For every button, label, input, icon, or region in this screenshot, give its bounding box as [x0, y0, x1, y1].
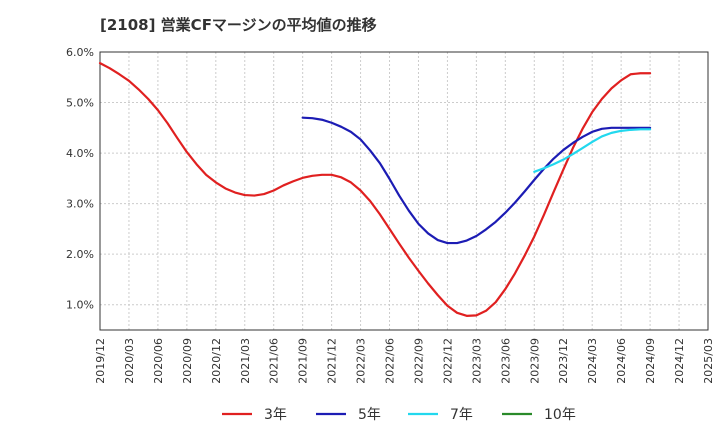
y-tick-label: 6.0%	[66, 46, 94, 59]
x-tick-label: 2023/03	[470, 338, 483, 384]
legend-label: 10年	[544, 407, 576, 423]
y-tick-label: 1.0%	[66, 299, 94, 312]
x-tick-label: 2020/03	[123, 338, 136, 384]
x-tick-label: 2020/06	[152, 338, 165, 384]
x-tick-label: 2025/03	[702, 338, 715, 384]
x-tick-label: 2021/12	[326, 338, 339, 384]
grid-lines	[99, 51, 709, 330]
x-tick-label: 2022/06	[384, 338, 397, 384]
y-tick-label: 4.0%	[66, 147, 94, 160]
x-tick-label: 2024/09	[644, 338, 657, 384]
x-tick-label: 2023/12	[557, 338, 570, 384]
x-tick-label: 2020/12	[210, 338, 223, 384]
x-axis-ticks: 2019/12 2020/03 2020/06 2020/09 2020/12 2021/…	[94, 338, 715, 384]
y-tick-label: 5.0%	[66, 97, 94, 110]
x-tick-label: 2019/12	[94, 338, 107, 384]
x-tick-label: 2021/09	[297, 338, 310, 384]
x-tick-label: 2023/09	[528, 338, 541, 384]
x-tick-label: 2022/09	[412, 338, 425, 384]
series-line-5年	[301, 116, 652, 245]
series-line-3年	[98, 62, 652, 317]
x-tick-label: 2024/12	[673, 338, 686, 384]
x-tick-label: 2020/09	[181, 338, 194, 384]
x-tick-label: 2024/06	[615, 338, 628, 384]
x-tick-label: 2023/06	[499, 338, 512, 384]
x-tick-label: 2024/03	[586, 338, 599, 384]
x-tick-label: 2021/06	[268, 338, 281, 384]
y-tick-label: 2.0%	[66, 248, 94, 261]
y-axis-ticks: 1.0% 2.0% 3.0% 4.0% 5.0% 6.0%	[66, 46, 94, 312]
y-tick-label: 3.0%	[66, 198, 94, 211]
legend-label: 3年	[264, 407, 287, 423]
plot-frame	[99, 51, 709, 331]
legend-label: 5年	[358, 407, 381, 423]
legend-label: 7年	[450, 407, 473, 423]
x-tick-label: 2022/03	[355, 338, 368, 384]
series-line-7年	[533, 128, 652, 173]
series-layer	[98, 62, 652, 317]
x-tick-label: 2021/03	[239, 338, 252, 384]
x-tick-label: 2022/12	[441, 338, 454, 384]
chart-title: [2108] 営業CFマージンの平均値の推移	[100, 16, 377, 34]
legend: 3年 5年 7年 10年	[222, 407, 576, 423]
